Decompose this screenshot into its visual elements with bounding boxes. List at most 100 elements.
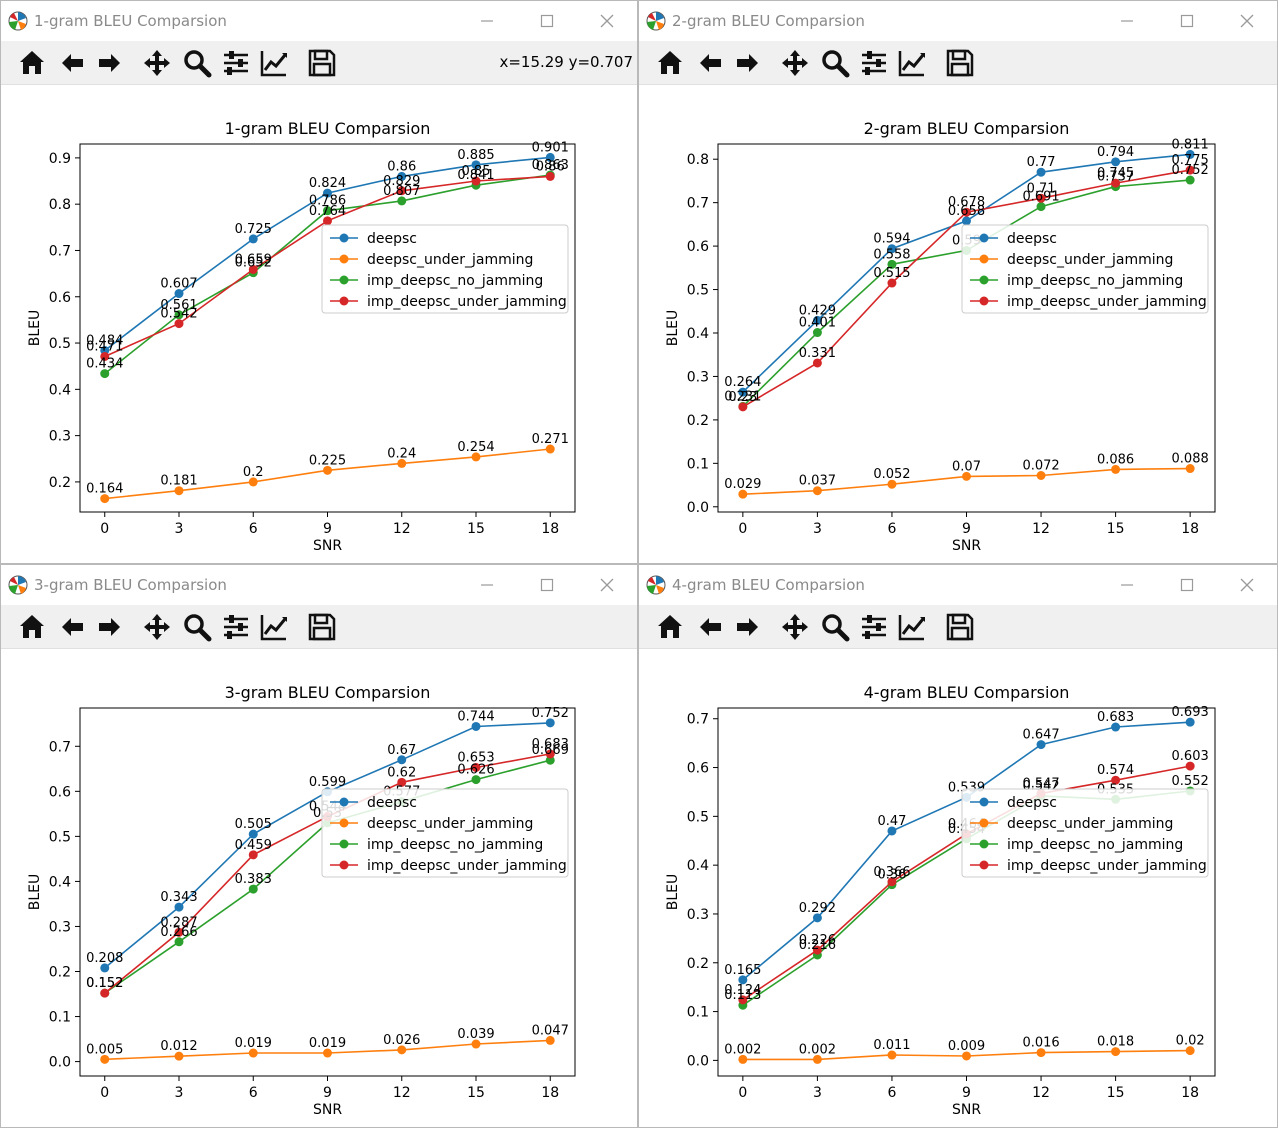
save-floppy-icon[interactable] — [945, 48, 975, 78]
window-titlebar[interactable]: 1-gram BLEU Comparsion — [1, 1, 637, 41]
legend-entry: deepsc — [1007, 231, 1057, 247]
save-floppy-icon[interactable] — [307, 48, 337, 78]
data-point-imp_deepsc_no_jamming — [1185, 175, 1195, 185]
close-icon[interactable] — [1235, 574, 1259, 596]
data-point-imp_deepsc_no_jamming — [100, 369, 110, 379]
zoom-magnifier-icon[interactable] — [820, 48, 850, 78]
window-titlebar[interactable]: 4-gram BLEU Comparsion — [639, 565, 1277, 605]
data-point-imp_deepsc_under_jamming — [100, 988, 110, 998]
close-icon[interactable] — [595, 10, 619, 32]
subplots-config-icon[interactable] — [859, 612, 889, 642]
edit-axes-curve-icon[interactable] — [897, 48, 927, 78]
x-tick-label: 15 — [467, 521, 485, 537]
pan-move-icon[interactable] — [142, 612, 172, 642]
x-tick-label: 12 — [1032, 1085, 1050, 1101]
x-tick-label: 9 — [323, 1085, 332, 1101]
figure-canvas[interactable]: 2-gram BLEU Comparsion 0 3 6 9 12 15 18 0.0 0.1 0.… — [639, 85, 1277, 563]
data-point-imp_deepsc_under_jamming — [887, 877, 897, 887]
forward-arrow-icon[interactable] — [95, 612, 125, 642]
y-tick-label: 0.5 — [687, 809, 709, 825]
data-label-imp_deepsc_under_jamming: 0.287 — [160, 915, 197, 930]
data-label-imp_deepsc_no_jamming: 0.266 — [160, 925, 197, 940]
x-tick-label: 12 — [1032, 521, 1050, 537]
data-label-imp_deepsc_no_jamming: 0.434 — [86, 357, 123, 372]
close-icon[interactable] — [1235, 10, 1259, 32]
pan-move-icon[interactable] — [142, 48, 172, 78]
data-label-deepsc_under_jamming: 0.002 — [724, 1042, 761, 1057]
data-label-imp_deepsc_no_jamming: 0.669 — [532, 743, 569, 758]
legend-marker-imp_deepsc_no_jamming — [339, 839, 349, 849]
back-arrow-icon[interactable] — [57, 48, 87, 78]
data-point-imp_deepsc_under_jamming — [397, 777, 407, 787]
pan-move-icon[interactable] — [780, 612, 810, 642]
y-axis-label: BLEU — [27, 874, 43, 911]
data-label-imp_deepsc_under_jamming: 0.331 — [799, 346, 836, 361]
maximize-icon[interactable] — [1175, 574, 1199, 596]
maximize-icon[interactable] — [1175, 10, 1199, 32]
edit-axes-curve-icon[interactable] — [897, 612, 927, 642]
data-point-imp_deepsc_under_jamming — [174, 319, 184, 329]
window-titlebar[interactable]: 2-gram BLEU Comparsion — [639, 1, 1277, 41]
y-tick-label: 0.7 — [687, 712, 709, 728]
data-point-deepsc_under_jamming — [397, 1045, 407, 1055]
window-titlebar[interactable]: 3-gram BLEU Comparsion — [1, 565, 637, 605]
subplots-config-icon[interactable] — [859, 48, 889, 78]
figure-canvas[interactable]: 1-gram BLEU Comparsion 0 3 6 9 12 15 18 0.2 0.3 0.… — [1, 85, 637, 563]
save-floppy-icon[interactable] — [307, 612, 337, 642]
y-tick-label: 0.6 — [49, 290, 71, 306]
maximize-icon[interactable] — [535, 10, 559, 32]
x-tick-label: 3 — [813, 1085, 822, 1101]
x-tick-label: 9 — [962, 521, 971, 537]
minimize-icon[interactable] — [1115, 574, 1139, 596]
data-point-imp_deepsc_under_jamming — [738, 995, 748, 1005]
y-tick-label: 0.6 — [687, 761, 709, 777]
pan-move-icon[interactable] — [780, 48, 810, 78]
data-point-deepsc_under_jamming — [471, 1039, 481, 1049]
data-label-imp_deepsc_under_jamming: 0.603 — [1172, 749, 1209, 764]
back-arrow-icon[interactable] — [695, 612, 725, 642]
y-tick-label: 0.7 — [687, 196, 709, 212]
forward-arrow-icon[interactable] — [733, 612, 763, 642]
legend-entry: deepsc_under_jamming — [367, 252, 533, 268]
minimize-icon[interactable] — [475, 574, 499, 596]
back-arrow-icon[interactable] — [57, 612, 87, 642]
data-point-deepsc_under_jamming — [1036, 1048, 1046, 1058]
data-point-deepsc — [397, 171, 407, 181]
data-label-deepsc_under_jamming: 0.181 — [160, 474, 197, 489]
data-label-imp_deepsc_no_jamming: 0.216 — [799, 938, 836, 953]
home-icon[interactable] — [655, 612, 685, 642]
zoom-magnifier-icon[interactable] — [182, 48, 212, 78]
forward-arrow-icon[interactable] — [95, 48, 125, 78]
legend: deepsc deepsc_under_jamming imp_deepsc_no_… — [961, 224, 1209, 314]
maximize-icon[interactable] — [535, 574, 559, 596]
data-label-imp_deepsc_no_jamming: 0.737 — [1097, 170, 1134, 185]
data-point-imp_deepsc_under_jamming — [1185, 761, 1195, 771]
home-icon[interactable] — [655, 48, 685, 78]
save-floppy-icon[interactable] — [945, 612, 975, 642]
figure-canvas[interactable]: 4-gram BLEU Comparsion 0 3 6 9 12 15 18 0.0 0.1 0.… — [639, 649, 1277, 1127]
edit-axes-curve-icon[interactable] — [259, 612, 289, 642]
back-arrow-icon[interactable] — [695, 48, 725, 78]
subplots-config-icon[interactable] — [221, 48, 251, 78]
figure-canvas[interactable]: 3-gram BLEU Comparsion 0 3 6 9 12 15 18 0.0 0.1 0.… — [1, 649, 637, 1127]
subplots-config-icon[interactable] — [221, 612, 251, 642]
data-point-imp_deepsc_no_jamming — [1036, 202, 1046, 212]
data-point-deepsc — [174, 902, 184, 912]
y-tick-label: 0.3 — [687, 907, 709, 923]
zoom-magnifier-icon[interactable] — [820, 612, 850, 642]
forward-arrow-icon[interactable] — [733, 48, 763, 78]
zoom-magnifier-icon[interactable] — [182, 612, 212, 642]
data-label-imp_deepsc_under_jamming: 0.547 — [1022, 776, 1059, 791]
data-point-imp_deepsc_under_jamming — [248, 850, 258, 860]
close-icon[interactable] — [595, 574, 619, 596]
y-tick-label: 0.7 — [49, 739, 71, 755]
minimize-icon[interactable] — [1115, 10, 1139, 32]
home-icon[interactable] — [17, 612, 47, 642]
minimize-icon[interactable] — [475, 10, 499, 32]
data-point-imp_deepsc_no_jamming — [323, 206, 332, 216]
home-icon[interactable] — [17, 48, 47, 78]
edit-axes-curve-icon[interactable] — [259, 48, 289, 78]
data-point-imp_deepsc_under_jamming — [1185, 165, 1195, 175]
data-point-imp_deepsc_under_jamming — [248, 264, 258, 274]
data-point-deepsc — [323, 188, 332, 198]
